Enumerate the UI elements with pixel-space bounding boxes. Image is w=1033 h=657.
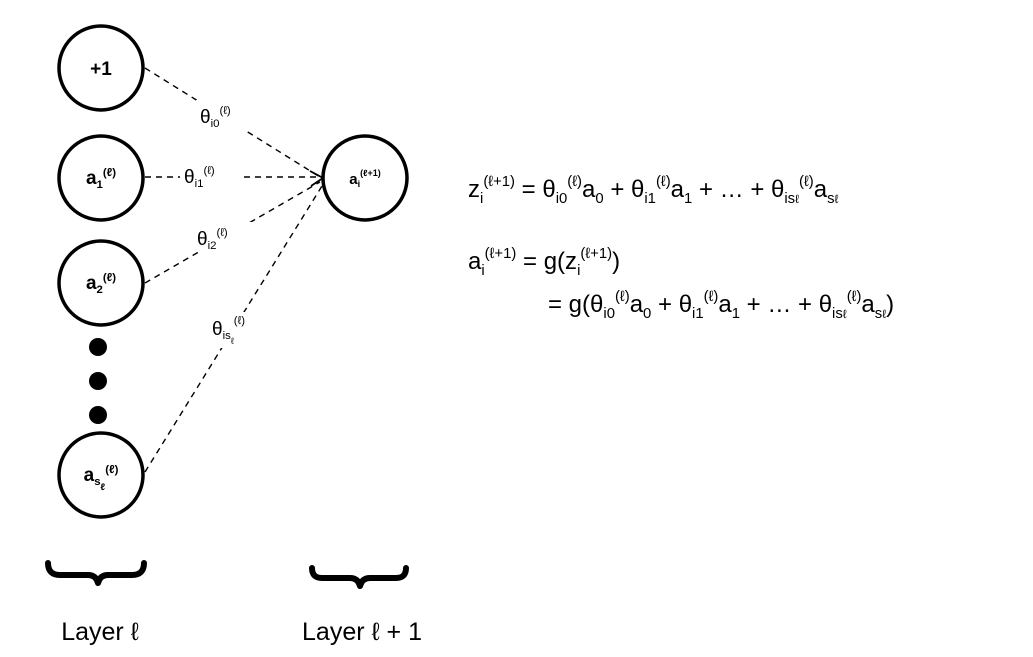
weight-label-i1: θi1(ℓ) bbox=[184, 165, 215, 190]
weight-bg-0 bbox=[196, 100, 258, 130]
ellipsis-dot-2 bbox=[89, 372, 107, 390]
weight-label-is: θisℓ(ℓ) bbox=[212, 315, 245, 346]
bias-node-label: +1 bbox=[90, 59, 112, 80]
ai-node bbox=[321, 134, 409, 222]
weight-bg-1 bbox=[180, 160, 242, 190]
a2-node-label: a2(ℓ) bbox=[86, 272, 116, 296]
layer-l-label: Layer ℓ bbox=[61, 618, 139, 646]
equation-z: zi(ℓ+1) = θi0(ℓ)a0 + θi1(ℓ)a1 + … + θisℓ… bbox=[468, 173, 839, 207]
brace-layer-l1 bbox=[309, 565, 409, 589]
as-node-label: asℓ(ℓ) bbox=[84, 464, 119, 493]
weight-label-i0: θi0(ℓ) bbox=[200, 105, 231, 130]
weight-bg-2 bbox=[194, 222, 254, 252]
equation-a: ai(ℓ+1) = g(zi(ℓ+1)) bbox=[468, 245, 621, 279]
brace-layer-l bbox=[45, 560, 147, 586]
a1-node bbox=[57, 134, 145, 222]
ai-node-label: ai(ℓ+1) bbox=[349, 168, 381, 189]
layer-l1-label: Layer ℓ + 1 bbox=[302, 618, 422, 646]
ellipsis-dot-3 bbox=[89, 406, 107, 424]
weight-label-i2: θi2(ℓ) bbox=[197, 227, 228, 252]
bias-node bbox=[57, 24, 145, 112]
ellipsis-dot-1 bbox=[89, 338, 107, 356]
as-node bbox=[57, 431, 145, 519]
equation-a-expanded: = g(θi0(ℓ)a0 + θi1(ℓ)a1 + … + θisℓ(ℓ)asℓ… bbox=[548, 288, 895, 322]
a2-node bbox=[57, 239, 145, 327]
a1-node-label: a1(ℓ) bbox=[86, 167, 116, 191]
weight-bg-s bbox=[208, 312, 274, 348]
